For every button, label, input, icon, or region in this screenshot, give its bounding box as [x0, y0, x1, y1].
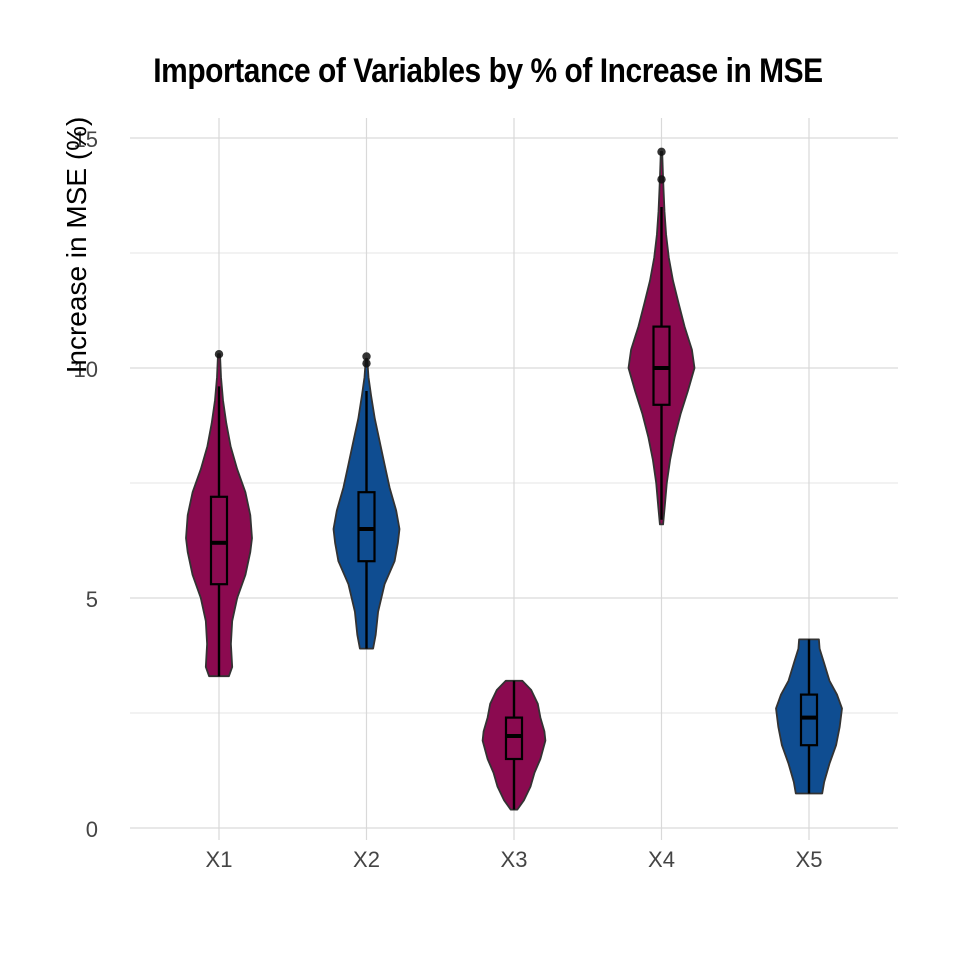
violin-x3	[481, 679, 547, 811]
violins	[185, 147, 843, 811]
x-tick-label: X5	[796, 847, 823, 872]
violin-x2	[332, 352, 401, 650]
y-tick-label: 0	[86, 817, 98, 842]
x-tick-label: X2	[353, 847, 380, 872]
y-tick-label: 5	[86, 587, 98, 612]
iqr-box	[504, 716, 524, 761]
outlier-point	[657, 147, 666, 156]
iqr-box	[209, 495, 229, 586]
y-tick-label: 10	[74, 357, 98, 382]
axes: 0 5 10 15 X1 X2 X3 X4 X5	[74, 127, 823, 872]
chart-title: Importance of Variables by % of Increase…	[153, 52, 823, 90]
violin-x4	[627, 147, 696, 526]
violin-shape	[481, 679, 547, 811]
x-tick-label: X1	[206, 847, 233, 872]
outlier-point	[362, 352, 371, 361]
outlier-point	[214, 350, 224, 359]
violin-x5	[775, 638, 843, 795]
iqr-box	[652, 325, 671, 406]
x-tick-label: X3	[501, 847, 528, 872]
violin-x1	[185, 350, 253, 678]
y-tick-label: 15	[74, 127, 98, 152]
iqr-box	[357, 491, 376, 563]
x-tick-label: X4	[648, 847, 675, 872]
y-axis-title: Increase in MSE (%)	[61, 117, 92, 374]
outlier-point	[362, 359, 371, 368]
iqr-box	[799, 693, 819, 747]
outlier-point	[657, 175, 666, 184]
